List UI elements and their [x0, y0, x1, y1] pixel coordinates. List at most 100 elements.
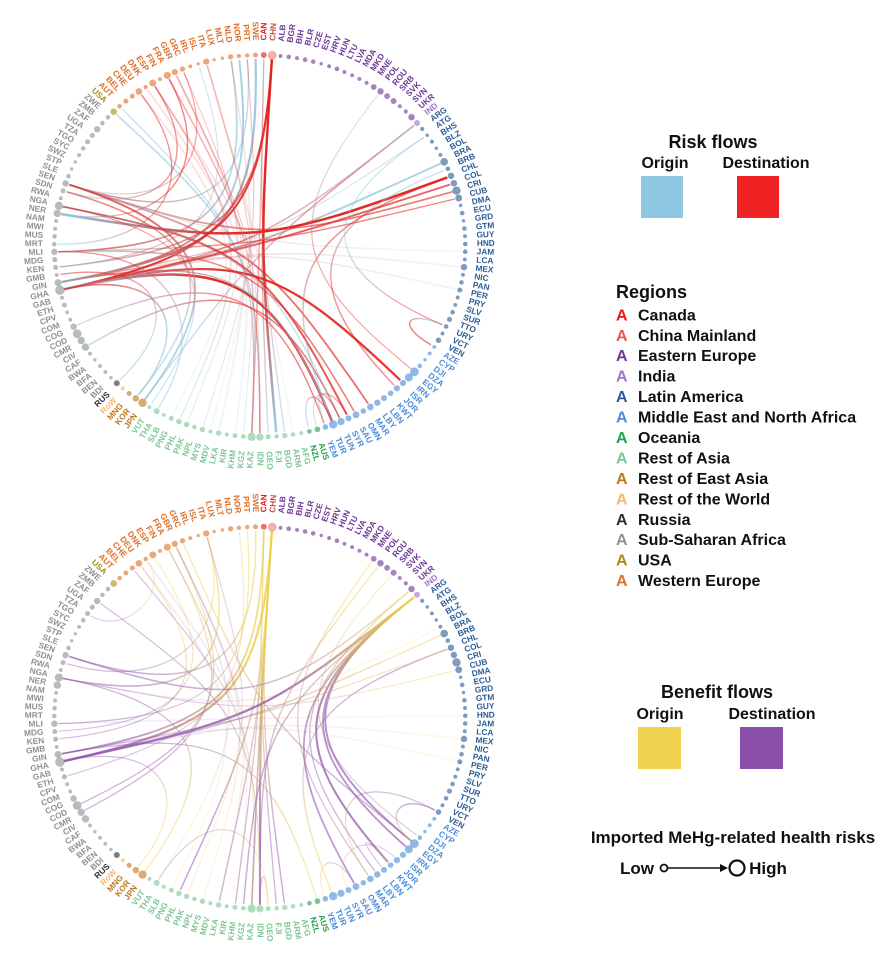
svg-text:Destination: Destination	[722, 155, 809, 172]
svg-text:AFG: AFG	[300, 918, 314, 937]
svg-text:CAN: CAN	[258, 494, 268, 512]
svg-text:GEO: GEO	[265, 451, 276, 470]
svg-text:ARM: ARM	[291, 920, 304, 940]
svg-text:CHN: CHN	[267, 23, 278, 42]
svg-text:NLD: NLD	[222, 25, 234, 43]
svg-text:KIR: KIR	[217, 920, 229, 936]
svg-text:GTM: GTM	[475, 220, 494, 232]
svg-text:KHM: KHM	[225, 449, 237, 469]
svg-text:KAZ: KAZ	[245, 923, 256, 940]
svg-text:MDV: MDV	[197, 915, 212, 936]
svg-text:MUS: MUS	[24, 229, 43, 240]
svg-text:RWA: RWA	[30, 656, 51, 670]
svg-text:CUB: CUB	[468, 185, 488, 199]
svg-text:NAM: NAM	[25, 211, 45, 223]
svg-text:Regions: Regions	[616, 282, 687, 302]
svg-text:GIN: GIN	[31, 280, 47, 292]
svg-text:ECU: ECU	[473, 202, 492, 215]
svg-text:NOR: NOR	[232, 494, 244, 513]
svg-text:SEN: SEN	[37, 168, 56, 183]
svg-text:SDN: SDN	[34, 648, 54, 662]
svg-text:SWE: SWE	[251, 21, 261, 41]
svg-text:CZE: CZE	[311, 501, 325, 520]
svg-text:LCA: LCA	[476, 726, 494, 737]
svg-text:A: A	[616, 451, 628, 468]
svg-text:GAB: GAB	[32, 296, 52, 310]
svg-text:Canada: Canada	[638, 307, 696, 324]
svg-text:NIC: NIC	[474, 743, 490, 755]
svg-text:FJI: FJI	[273, 922, 284, 935]
svg-text:KEN: KEN	[26, 735, 44, 747]
svg-text:Imported MeHg-related health r: Imported MeHg-related health risks	[591, 828, 875, 847]
svg-text:GMB: GMB	[25, 271, 46, 284]
svg-text:ALB: ALB	[276, 24, 288, 42]
svg-text:CZE: CZE	[311, 30, 325, 49]
svg-text:JAM: JAM	[477, 246, 495, 256]
svg-text:EST: EST	[319, 33, 334, 51]
svg-text:MDV: MDV	[197, 444, 212, 465]
svg-text:ARM: ARM	[291, 448, 304, 468]
svg-text:KEN: KEN	[26, 263, 44, 275]
svg-text:CUB: CUB	[468, 656, 488, 670]
svg-text:RWA: RWA	[30, 184, 51, 198]
svg-text:BGR: BGR	[285, 495, 298, 515]
svg-text:A: A	[616, 553, 628, 570]
svg-text:Russia: Russia	[638, 512, 691, 529]
svg-text:Rest of the World: Rest of the World	[638, 491, 770, 508]
svg-text:MRT: MRT	[25, 238, 43, 248]
svg-text:ITA: ITA	[196, 506, 209, 521]
svg-text:Western Europe: Western Europe	[638, 573, 761, 590]
svg-text:SLV: SLV	[465, 776, 483, 790]
svg-text:GTM: GTM	[475, 692, 494, 704]
svg-text:LUX: LUX	[204, 28, 218, 47]
svg-text:Sub-Saharan Africa: Sub-Saharan Africa	[638, 532, 786, 549]
svg-text:SLV: SLV	[465, 304, 483, 318]
svg-text:AFG: AFG	[300, 446, 314, 465]
svg-text:PRY: PRY	[468, 768, 487, 782]
svg-text:BIH: BIH	[293, 501, 306, 517]
svg-text:IRL: IRL	[178, 510, 192, 526]
svg-text:NGA: NGA	[29, 193, 49, 206]
svg-text:PRT: PRT	[241, 496, 252, 513]
svg-text:BGD: BGD	[282, 921, 294, 941]
svg-text:GMB: GMB	[25, 743, 46, 756]
svg-text:Latin America: Latin America	[638, 389, 743, 406]
svg-text:GHA: GHA	[29, 760, 49, 774]
svg-text:GAB: GAB	[32, 768, 52, 782]
svg-text:GHA: GHA	[29, 288, 49, 302]
svg-text:NER: NER	[28, 674, 47, 687]
svg-text:ITA: ITA	[196, 34, 209, 49]
svg-text:BLR: BLR	[302, 28, 316, 47]
svg-text:DMA: DMA	[471, 193, 492, 207]
svg-text:A: A	[616, 328, 628, 345]
svg-text:MDG: MDG	[24, 727, 44, 738]
svg-text:China Mainland: China Mainland	[638, 328, 756, 345]
svg-text:A: A	[616, 389, 628, 406]
svg-text:NZL: NZL	[308, 444, 322, 462]
svg-text:GRD: GRD	[474, 683, 494, 695]
svg-text:LKA: LKA	[207, 918, 220, 937]
svg-text:A: A	[616, 348, 628, 365]
svg-text:PAN: PAN	[472, 751, 490, 764]
svg-text:GEO: GEO	[265, 923, 276, 942]
svg-text:LCA: LCA	[476, 255, 494, 266]
svg-text:FJI: FJI	[273, 450, 284, 463]
svg-text:MLT: MLT	[213, 27, 226, 45]
svg-text:Eastern Europe: Eastern Europe	[638, 348, 756, 365]
svg-text:A: A	[616, 410, 628, 427]
svg-text:NAM: NAM	[25, 683, 45, 695]
svg-text:SEN: SEN	[37, 640, 56, 655]
svg-text:Middle East and North Africa: Middle East and North Africa	[638, 410, 856, 427]
svg-text:A: A	[616, 491, 628, 508]
svg-text:NIC: NIC	[474, 271, 490, 283]
svg-text:Oceania: Oceania	[638, 430, 700, 447]
svg-text:Rest of East Asia: Rest of East Asia	[638, 471, 768, 488]
svg-text:MWI: MWI	[26, 220, 44, 231]
svg-text:Benefit flows: Benefit flows	[661, 682, 773, 702]
svg-text:SDN: SDN	[34, 176, 54, 190]
svg-text:Destination: Destination	[728, 706, 815, 723]
svg-text:Risk flows: Risk flows	[668, 132, 757, 152]
svg-text:CRI: CRI	[466, 177, 482, 190]
svg-text:HND: HND	[477, 710, 495, 720]
svg-text:MEX: MEX	[475, 263, 494, 275]
